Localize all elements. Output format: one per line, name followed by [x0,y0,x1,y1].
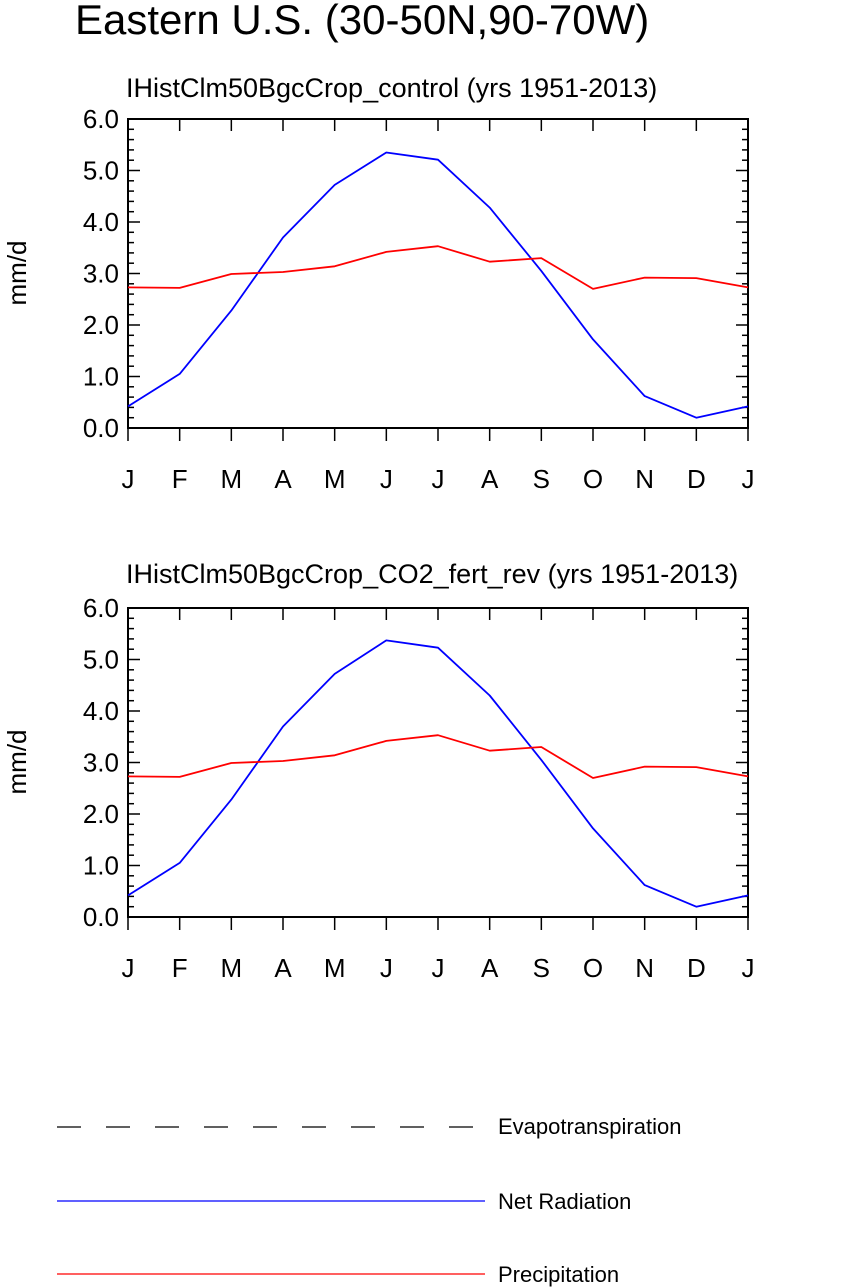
legend-label-evapotranspiration: Evapotranspiration [498,1114,681,1139]
y-tick-label: 1.0 [83,362,119,392]
figure-title: Eastern U.S. (30-50N,90-70W) [75,0,649,43]
y-tick-label: 4.0 [83,207,119,237]
x-tick-label: J [122,464,135,494]
plot-frame [127,607,749,918]
legend-label-net-radiation: Net Radiation [498,1189,631,1214]
plot-frame [127,118,749,429]
x-tick-label: N [635,464,654,494]
x-tick-label: O [583,953,603,983]
series-line-net-radiation [127,151,749,419]
x-tick-label: D [687,464,706,494]
x-tick-label: A [274,953,292,983]
x-tick-label: J [432,464,445,494]
x-tick-label: J [122,953,135,983]
x-tick-label: D [687,953,706,983]
y-tick-label: 3.0 [83,259,119,289]
y-tick-label: 0.0 [83,902,119,932]
series-line-precipitation [127,734,749,779]
y-tick-label: 6.0 [83,593,119,623]
x-tick-label: S [533,953,550,983]
x-tick-label: F [172,953,188,983]
x-tick-label: J [742,953,755,983]
y-tick-label: 2.0 [83,799,119,829]
legend: Evapotranspiration Net Radiation Precipi… [57,1114,681,1287]
y-tick-label: 0.0 [83,413,119,443]
y-tick-label: 5.0 [83,156,119,186]
legend-label-precipitation: Precipitation [498,1262,619,1287]
x-tick-label: M [220,953,242,983]
x-tick-label: J [742,464,755,494]
x-tick-label: M [220,464,242,494]
x-tick-label: F [172,464,188,494]
x-tick-label: J [380,953,393,983]
x-tick-label: S [533,464,550,494]
x-tick-label: A [481,953,499,983]
x-tick-label: J [380,464,393,494]
panel-co2-fert-rev: IHistClm50BgcCrop_CO2_fert_rev (yrs 1951… [2,559,755,983]
y-tick-label: 6.0 [83,104,119,134]
panel-title: IHistClm50BgcCrop_CO2_fert_rev (yrs 1951… [126,559,738,589]
y-axis-title: mm/d [2,730,32,795]
x-tick-label: A [274,464,292,494]
x-tick-label: N [635,953,654,983]
y-tick-label: 4.0 [83,696,119,726]
y-tick-label: 1.0 [83,851,119,881]
y-tick-label: 2.0 [83,310,119,340]
y-axis-title: mm/d [2,241,32,306]
panel-title: IHistClm50BgcCrop_control (yrs 1951-2013… [126,73,657,103]
y-tick-label: 5.0 [83,645,119,675]
x-tick-label: O [583,464,603,494]
x-tick-label: M [324,953,346,983]
x-tick-label: J [432,953,445,983]
x-tick-label: A [481,464,499,494]
y-tick-label: 3.0 [83,748,119,778]
panel-control: IHistClm50BgcCrop_control (yrs 1951-2013… [2,73,755,494]
x-tick-label: M [324,464,346,494]
series-line-precipitation [127,245,749,290]
series-line-net-radiation [127,639,749,908]
